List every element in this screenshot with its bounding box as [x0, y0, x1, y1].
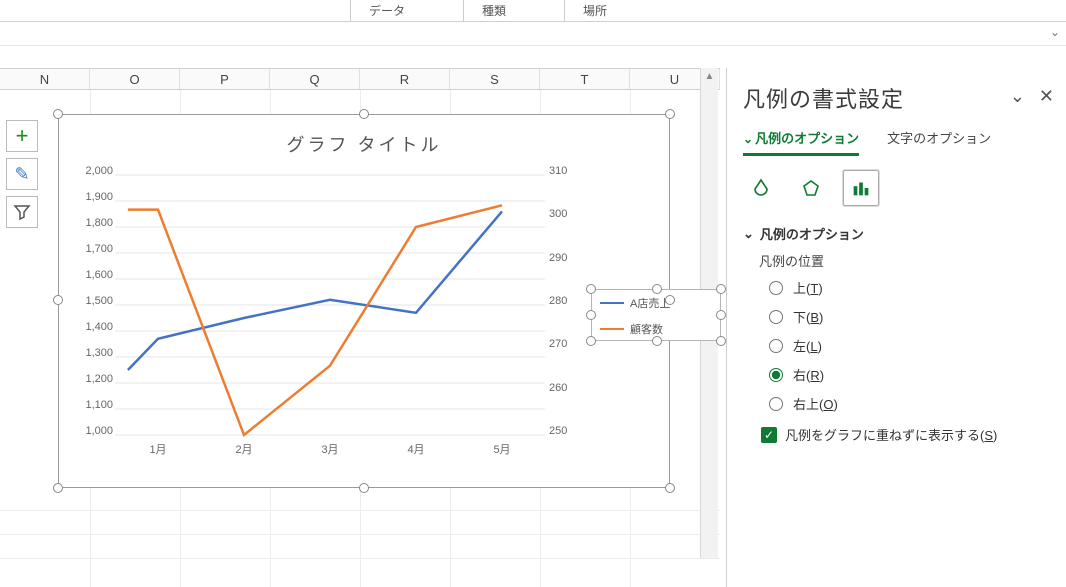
ribbon-location[interactable]: 場所 [564, 0, 625, 21]
col-header[interactable]: P [180, 69, 270, 89]
chart-object[interactable]: グラフ タイトル 2,0001,9001,8001,7001,6001,5001… [58, 114, 670, 488]
chevron-down-icon[interactable]: ⌄ [1010, 86, 1025, 107]
legend-swatch [600, 328, 624, 330]
legend-label: 顧客数 [630, 321, 663, 337]
format-legend-pane: 凡例の書式設定 ⌄ ✕ ⌄凡例のオプション 文字のオプション ⌄凡例のオプション… [726, 68, 1066, 587]
scroll-up-icon[interactable]: ▲ [701, 68, 718, 86]
chart-side-tools: + ✎ [6, 120, 38, 228]
checkmark-icon: ✓ [761, 427, 777, 443]
ribbon-data[interactable]: データ [350, 0, 423, 21]
tab-legend-options[interactable]: ⌄凡例のオプション [743, 128, 859, 156]
pane-title: 凡例の書式設定 [743, 82, 1050, 114]
chart-filter-button[interactable] [6, 196, 38, 228]
pane-icon-row [743, 170, 1050, 206]
plot-area [115, 175, 545, 435]
effects-icon[interactable] [793, 170, 829, 206]
y-axis-right: 310300290280270260250 [549, 171, 589, 439]
ribbon-strip: データ 種類 場所 [0, 0, 1066, 22]
chart-elements-button[interactable]: + [6, 120, 38, 152]
section-header[interactable]: ⌄凡例のオプション [743, 224, 1050, 243]
col-header[interactable]: Q [270, 69, 360, 89]
formula-bar-strip: ⌄ [0, 22, 1066, 46]
legend-properties-icon[interactable] [843, 170, 879, 206]
col-header[interactable]: N [0, 69, 90, 89]
chevron-down-icon[interactable]: ⌄ [1050, 25, 1060, 39]
legend-swatch [600, 302, 624, 304]
col-header[interactable]: R [360, 69, 450, 89]
sub-label: 凡例の位置 [759, 251, 1050, 270]
legend-position-radios: 上(T) 下(B) 左(L) 右(R) 右上(O) [769, 278, 1050, 413]
radio-top[interactable]: 上(T) [769, 278, 1050, 297]
y-axis-left: 2,0001,9001,8001,7001,6001,5001,4001,300… [71, 171, 113, 439]
overlap-checkbox-row[interactable]: ✓ 凡例をグラフに重ねずに表示する(S) [761, 425, 1050, 444]
radio-bottom[interactable]: 下(B) [769, 307, 1050, 326]
col-header[interactable]: S [450, 69, 540, 89]
col-header[interactable]: T [540, 69, 630, 89]
tab-text-options[interactable]: 文字のオプション [887, 128, 991, 156]
column-headers: N O P Q R S T U [0, 68, 720, 90]
radio-left[interactable]: 左(L) [769, 336, 1050, 355]
x-axis-labels: 1月2月3月4月5月 [115, 441, 545, 461]
radio-topright[interactable]: 右上(O) [769, 394, 1050, 413]
chart-title[interactable]: グラフ タイトル [59, 115, 669, 157]
radio-right[interactable]: 右(R) [769, 365, 1050, 384]
chart-styles-button[interactable]: ✎ [6, 158, 38, 190]
chart-legend[interactable]: A店売上 顧客数 [591, 289, 721, 341]
pane-tabs: ⌄凡例のオプション 文字のオプション [743, 128, 1050, 156]
fill-line-icon[interactable] [743, 170, 779, 206]
close-icon[interactable]: ✕ [1039, 86, 1054, 107]
col-header[interactable]: O [90, 69, 180, 89]
ribbon-type[interactable]: 種類 [463, 0, 524, 21]
